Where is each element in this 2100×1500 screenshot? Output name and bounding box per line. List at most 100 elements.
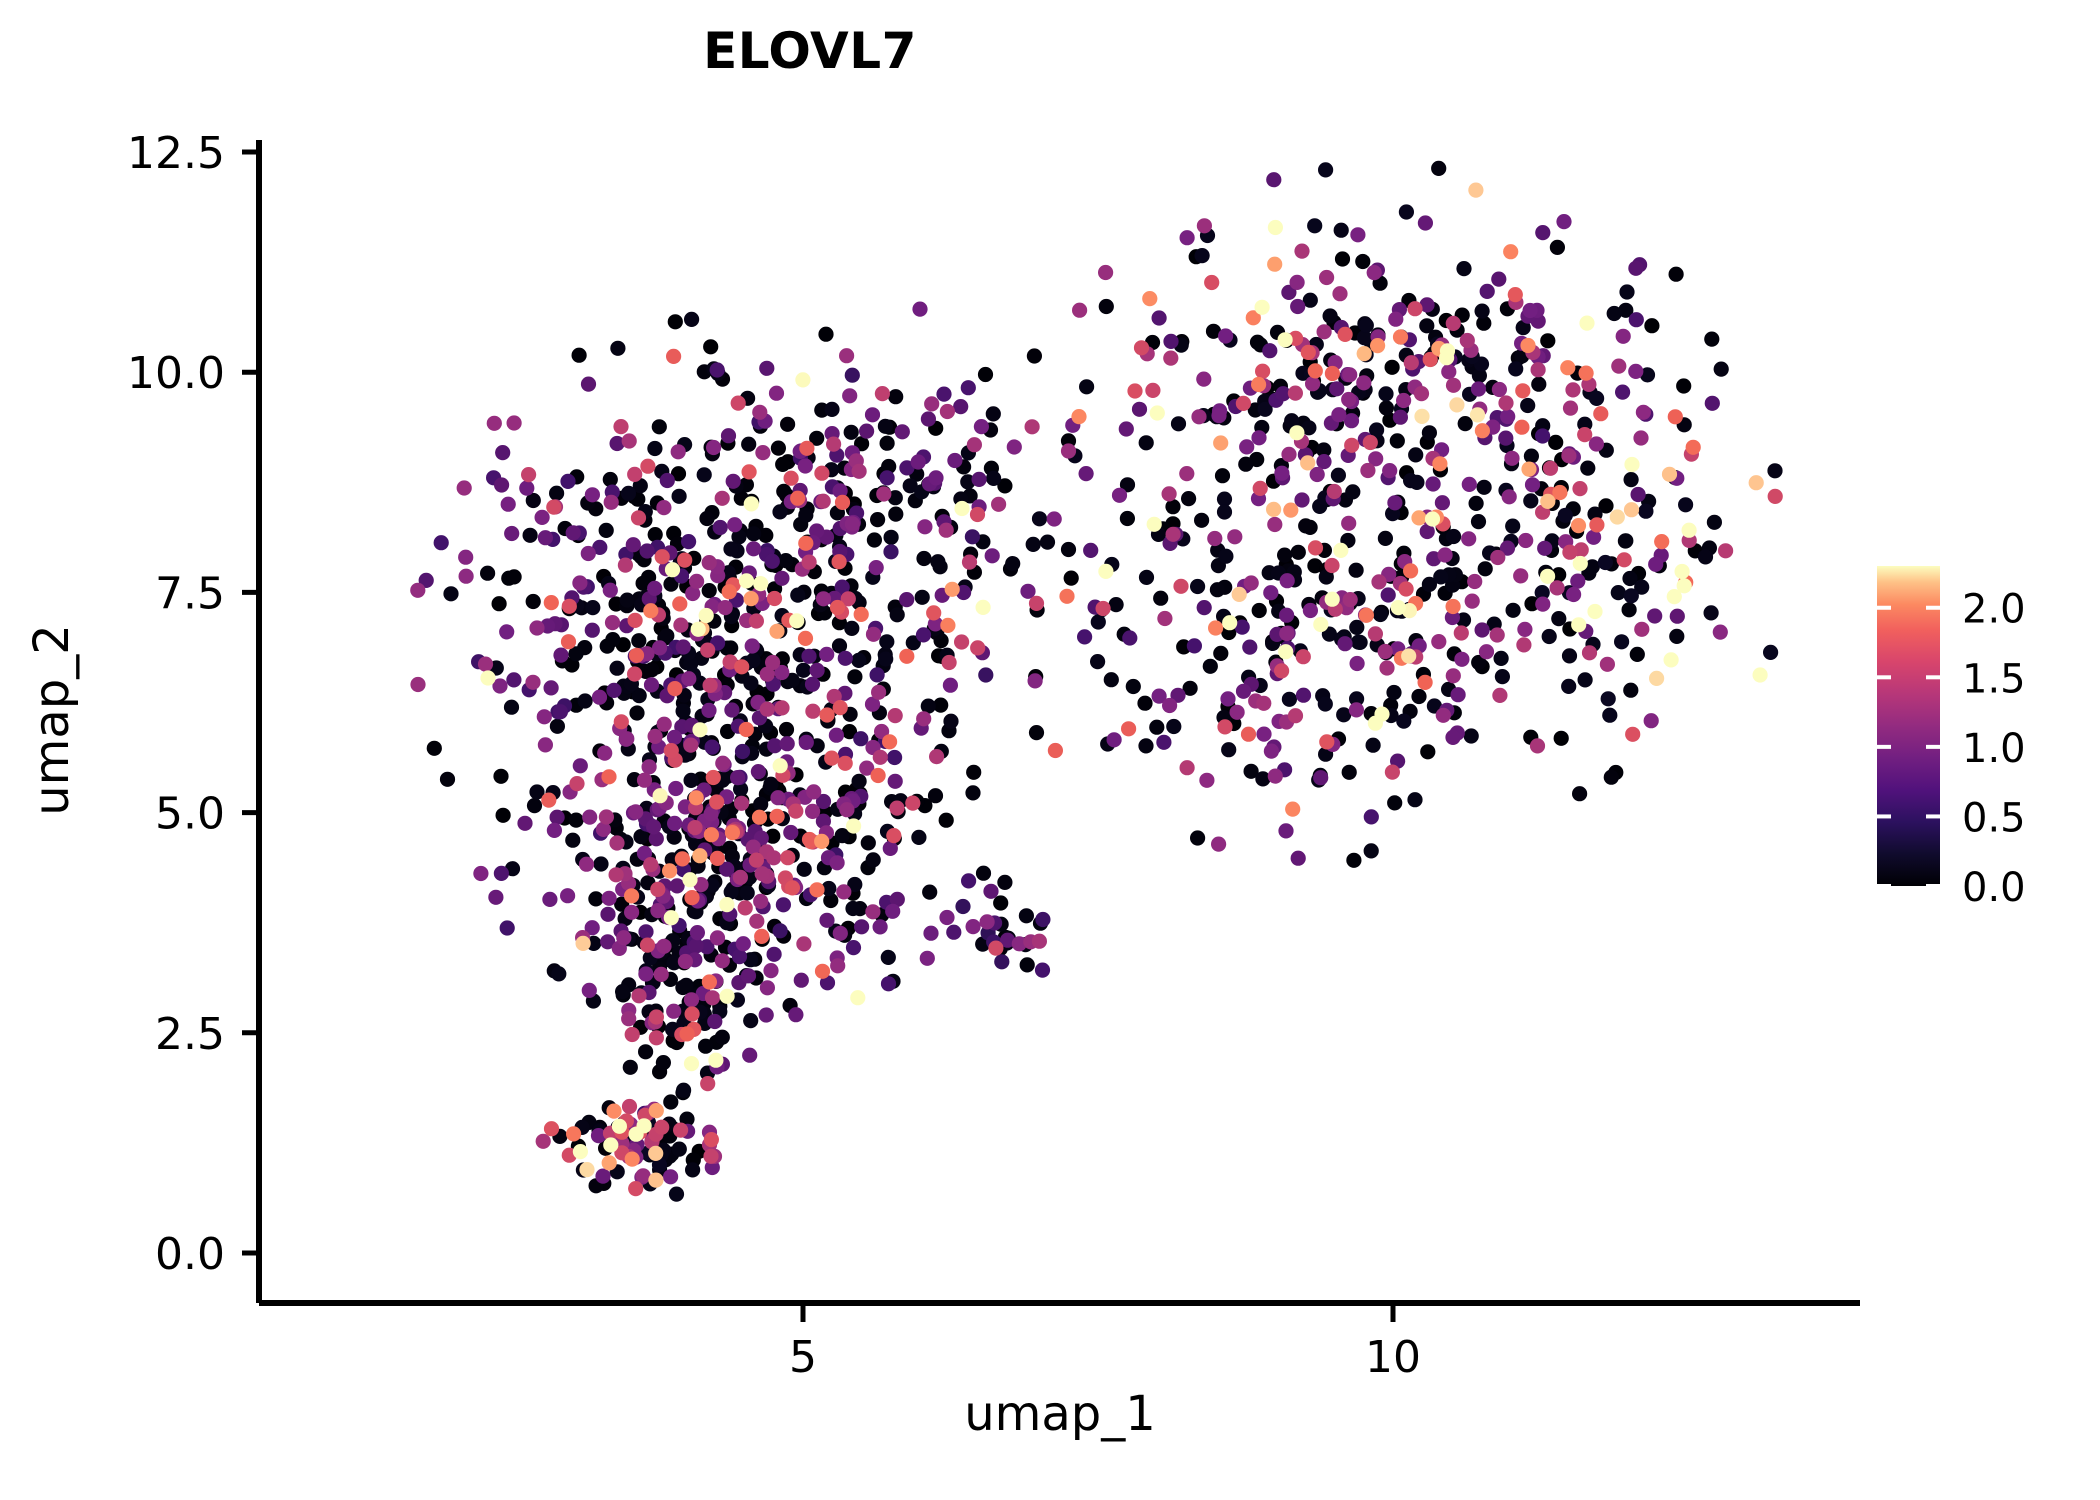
scatter-point [751, 809, 768, 825]
scatter-point [627, 612, 643, 629]
scatter-point [1279, 573, 1295, 589]
scatter-point [715, 755, 731, 771]
scatter-point [1060, 443, 1077, 459]
scatter-point [1676, 578, 1692, 594]
scatter-point [569, 776, 585, 792]
scatter-point [1234, 619, 1250, 635]
scatter-point [741, 464, 757, 480]
scatter-point [1577, 672, 1593, 688]
scatter-point [1513, 568, 1529, 584]
scatter-point [954, 500, 970, 517]
scatter-point [1059, 588, 1075, 604]
scatter-point [456, 480, 472, 496]
scatter-point [997, 478, 1013, 494]
scatter-point [1669, 628, 1685, 645]
scatter-point [1514, 419, 1530, 435]
scatter-point [993, 895, 1009, 911]
scatter-point [1350, 634, 1366, 650]
scatter-point [969, 506, 986, 523]
scatter-point [1349, 619, 1365, 636]
scatter-point [809, 662, 825, 679]
scatter-point [1703, 605, 1719, 621]
scatter-point [1446, 528, 1462, 545]
scatter-point [831, 638, 848, 654]
scatter-point [1170, 416, 1187, 432]
scatter-point [1570, 518, 1587, 534]
scatter-point [720, 428, 737, 444]
scatter-point [938, 522, 954, 538]
scatter-point [546, 822, 563, 839]
scatter-point [549, 718, 566, 734]
scatter-point [841, 724, 858, 740]
scatter-point [1407, 301, 1423, 317]
scatter-point [537, 737, 554, 753]
scatter-point [628, 647, 645, 664]
scatter-point [1190, 830, 1206, 846]
scatter-point [1387, 795, 1403, 811]
scatter-point [1267, 516, 1283, 533]
scatter-point [743, 591, 759, 607]
scatter-point [579, 1162, 595, 1178]
scatter-point [1355, 253, 1371, 270]
scatter-point [1018, 908, 1034, 924]
scatter-point [1541, 628, 1557, 645]
scatter-point [789, 613, 805, 629]
scatter-point [1616, 552, 1632, 568]
scatter-point [627, 666, 643, 682]
scatter-point [1267, 256, 1283, 272]
scatter-point [1615, 328, 1631, 344]
scatter-point [738, 721, 754, 738]
scatter-point [1390, 600, 1406, 616]
scatter-point [666, 729, 683, 746]
scatter-point [1186, 638, 1202, 654]
scatter-point [1426, 551, 1442, 567]
scatter-point [433, 535, 449, 551]
scatter-point [790, 587, 806, 603]
scatter-point [1424, 511, 1441, 527]
scatter-point [930, 554, 946, 570]
scatter-point [868, 560, 884, 576]
scatter-point [681, 671, 697, 687]
scatter-point [759, 666, 775, 682]
scatter-point [613, 419, 629, 435]
scatter-point [759, 360, 775, 376]
scatter-point [765, 654, 781, 671]
scatter-point [603, 494, 619, 510]
scatter-point [1266, 501, 1282, 517]
scatter-point [965, 919, 981, 935]
scatter-point [652, 640, 668, 656]
scatter-point [1281, 446, 1297, 462]
scatter-point [668, 1186, 685, 1202]
scatter-point [1623, 588, 1639, 604]
scatter-point [551, 966, 567, 982]
scatter-point [1378, 386, 1394, 402]
scatter-point [1445, 668, 1461, 684]
scatter-point [671, 1141, 687, 1157]
scatter-point [648, 1145, 664, 1161]
scatter-point [494, 477, 510, 493]
scatter-point [600, 906, 616, 922]
scatter-point [1371, 574, 1387, 590]
scatter-point [1431, 160, 1447, 176]
scatter-point [1445, 315, 1461, 331]
scatter-point [675, 703, 691, 719]
scatter-point [886, 828, 902, 844]
scatter-point [1474, 423, 1490, 439]
scatter-point [1489, 627, 1505, 643]
scatter-point [1433, 569, 1449, 585]
scatter-point [621, 433, 637, 449]
scatter-point [1431, 634, 1447, 650]
scatter-point [1505, 602, 1521, 618]
scatter-point [640, 458, 656, 474]
scatter-point [635, 1168, 651, 1184]
scatter-point [814, 465, 830, 481]
scatter-point [1341, 515, 1357, 531]
scatter-point [769, 808, 785, 825]
scatter-point [1518, 532, 1534, 549]
scatter-point [1337, 326, 1353, 342]
scatter-point [701, 974, 718, 990]
scatter-point [709, 362, 725, 378]
scatter-point [741, 436, 757, 452]
scatter-point [566, 1126, 582, 1142]
scatter-point [938, 812, 954, 828]
